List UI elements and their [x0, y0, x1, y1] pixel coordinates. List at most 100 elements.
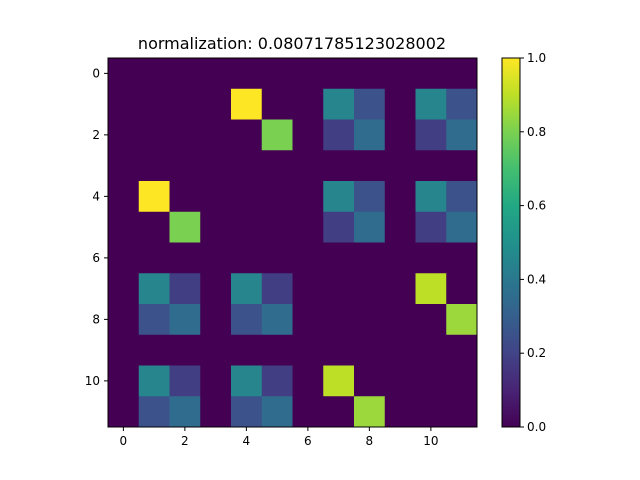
heatmap-cell: [138, 119, 170, 151]
heatmap-cell: [292, 396, 324, 428]
heatmap-cell: [231, 119, 263, 151]
y-tick-label: 10: [85, 374, 100, 388]
heatmap-cell: [138, 211, 170, 243]
heatmap-cell: [323, 365, 355, 397]
heatmap-cell: [169, 304, 201, 336]
heatmap-cell: [138, 58, 170, 90]
heatmap-cell: [323, 304, 355, 336]
heatmap-cell: [169, 119, 201, 151]
heatmap-cell: [323, 242, 355, 274]
heatmap-cell: [138, 242, 170, 274]
heatmap-cell: [169, 242, 201, 274]
heatmap-cell: [446, 273, 478, 305]
heatmap-cell: [354, 242, 386, 274]
heatmap-cell: [138, 273, 170, 305]
heatmap-cell: [261, 211, 293, 243]
colorbar: [501, 57, 521, 428]
heatmap-cell: [200, 88, 232, 120]
heatmap-cell: [200, 242, 232, 274]
heatmap-cell: [261, 150, 293, 182]
heatmap-cell: [292, 181, 324, 213]
heatmap-cell: [108, 365, 140, 397]
heatmap-cell: [446, 242, 478, 274]
y-tick-label: 6: [92, 251, 100, 265]
heatmap-cell: [384, 396, 416, 428]
heatmap-cell: [415, 119, 447, 151]
heatmap-cell: [354, 304, 386, 336]
heatmap-cell: [108, 334, 140, 366]
x-tick-label: 8: [366, 434, 374, 448]
heatmap-cell: [292, 242, 324, 274]
heatmap-cell: [169, 273, 201, 305]
heatmap-cell: [200, 150, 232, 182]
heatmap-cell: [231, 396, 263, 428]
heatmap-cell: [138, 304, 170, 336]
heatmap-cell: [446, 181, 478, 213]
heatmap-cell: [108, 273, 140, 305]
heatmap-cell: [200, 119, 232, 151]
heatmap-cell: [231, 242, 263, 274]
chart-title: normalization: 0.08071785123028002: [138, 34, 446, 53]
colorbar-tick-label: 1.0: [527, 51, 546, 65]
heatmap-cell: [354, 273, 386, 305]
heatmap-cell: [415, 334, 447, 366]
y-tick-label: 4: [92, 189, 100, 203]
heatmap-cell: [354, 58, 386, 90]
heatmap-cell: [323, 334, 355, 366]
heatmap-cell: [384, 242, 416, 274]
heatmap-cell: [446, 211, 478, 243]
heatmap-cell: [261, 334, 293, 366]
heatmap-cell: [384, 334, 416, 366]
heatmap-cell: [323, 88, 355, 120]
heatmap-cell: [446, 150, 478, 182]
heatmap-cell: [169, 365, 201, 397]
heatmap-cell: [354, 365, 386, 397]
heatmap-cell: [323, 58, 355, 90]
heatmap-cell: [446, 334, 478, 366]
heatmap-cell: [446, 396, 478, 428]
heatmap-cell: [384, 88, 416, 120]
heatmap-cell: [108, 119, 140, 151]
y-axis: 0 2 4 6 8 10: [85, 66, 108, 388]
heatmap-cell: [261, 304, 293, 336]
heatmap-cell: [384, 150, 416, 182]
heatmap-cell: [415, 365, 447, 397]
heatmap-cell: [261, 365, 293, 397]
y-tick-label: 0: [92, 66, 100, 80]
heatmap-cell: [292, 88, 324, 120]
colorbar-tick-label: 0.2: [527, 346, 546, 360]
heatmap-cell: [384, 181, 416, 213]
heatmap-cell: [231, 181, 263, 213]
x-tick-label: 10: [423, 434, 438, 448]
heatmap-cell: [323, 396, 355, 428]
heatmap-cell: [415, 181, 447, 213]
heatmap-cell: [169, 334, 201, 366]
heatmap-cell: [169, 88, 201, 120]
heatmap-cell: [261, 273, 293, 305]
heatmap-cell: [323, 119, 355, 151]
heatmap-cell: [138, 181, 170, 213]
heatmap-cell: [292, 334, 324, 366]
y-tick-label: 2: [92, 128, 100, 142]
heatmap-cell: [446, 119, 478, 151]
heatmap-cell: [415, 150, 447, 182]
heatmap-cell: [446, 304, 478, 336]
heatmap-cell: [138, 150, 170, 182]
heatmap-cell: [292, 273, 324, 305]
plot-frame: [107, 57, 478, 428]
heatmap-cell: [384, 365, 416, 397]
heatmap-cell: [292, 150, 324, 182]
heatmap-cell: [384, 273, 416, 305]
x-axis: 0 2 4 6 8 10: [120, 427, 439, 448]
heatmap-cell: [354, 181, 386, 213]
heatmap-cell: [231, 150, 263, 182]
heatmap-cell: [108, 242, 140, 274]
heatmap-cell: [138, 365, 170, 397]
heatmap-cell: [261, 119, 293, 151]
heatmap-cell: [415, 242, 447, 274]
heatmap-cell: [446, 365, 478, 397]
heatmap-cell: [323, 150, 355, 182]
x-tick-label: 0: [120, 434, 128, 448]
heatmap-cell: [323, 211, 355, 243]
heatmap-cell: [108, 150, 140, 182]
